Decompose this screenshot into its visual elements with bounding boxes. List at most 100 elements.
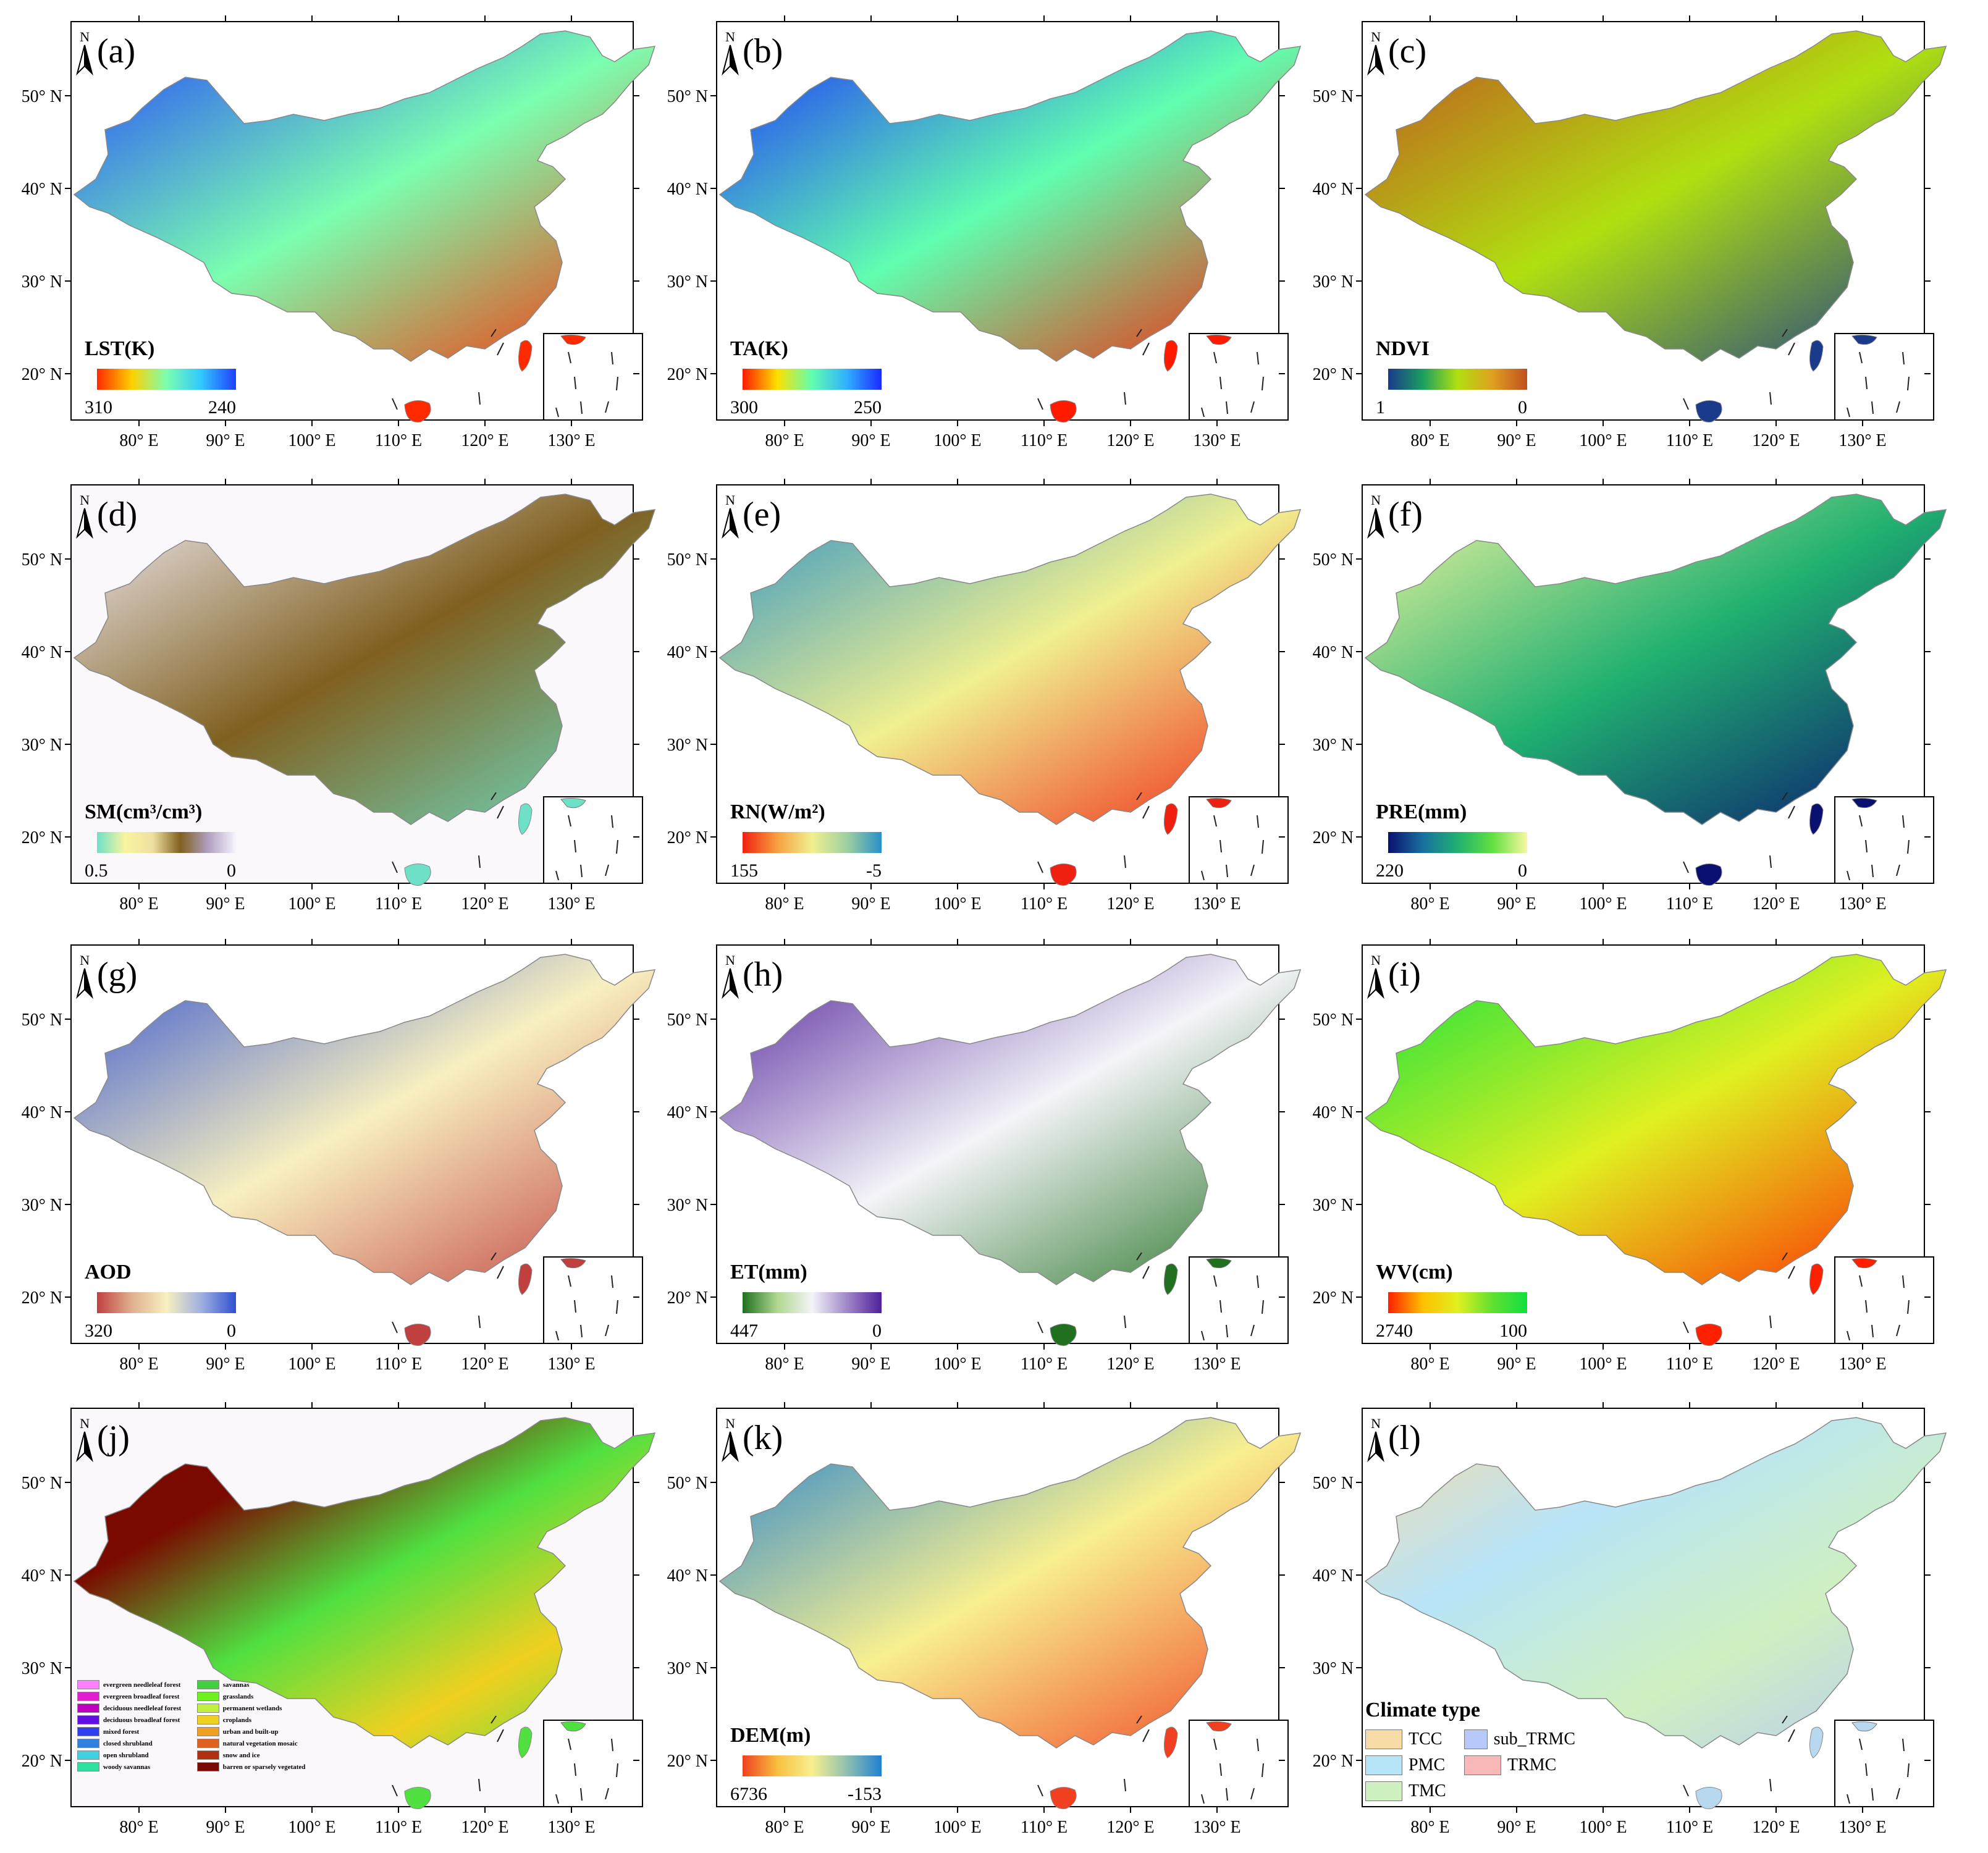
svg-text:N: N xyxy=(725,29,735,44)
legend-swatch xyxy=(196,1739,219,1748)
legend-label: croplands xyxy=(222,1716,251,1724)
hainan-island xyxy=(1695,1787,1722,1809)
colorbar-min-label: 0.5 xyxy=(85,860,108,881)
map-panel-b: 50° N 40° N 30° N 20° N 80° E 90° E 100° E 110°… xyxy=(667,6,1331,466)
longitude-label: 80° E xyxy=(765,894,804,914)
taiwan-island xyxy=(1164,1726,1178,1758)
legend-label: closed shrubland xyxy=(103,1739,153,1747)
island-dash xyxy=(1788,1729,1795,1742)
legend-swatch xyxy=(77,1727,99,1736)
island-dash xyxy=(392,1784,398,1797)
latitude-label: 20° N xyxy=(1313,1752,1354,1771)
map-panel-a: 50° N 40° N 30° N 20° N 80° E 90° E 100° E 110°… xyxy=(22,6,686,466)
longitude-label: 80° E xyxy=(119,894,158,914)
longitude-label: 80° E xyxy=(765,1355,804,1374)
map-panel-k: 50° N 40° N 30° N 20° N 80° E 90° E 100° E 110°… xyxy=(667,1393,1331,1853)
svg-text:N: N xyxy=(1371,29,1381,44)
latitude-label: 40° N xyxy=(667,1566,708,1586)
longitude-label: 120° E xyxy=(1752,894,1800,914)
legend-item: TRMC xyxy=(1464,1755,1575,1775)
taiwan-island xyxy=(1809,340,1824,372)
svg-text:N: N xyxy=(80,1416,90,1431)
map-panel-i: 50° N 40° N 30° N 20° N 80° E 90° E 100° E 110°… xyxy=(1313,930,1977,1390)
longitude-label: 120° E xyxy=(1106,1818,1154,1837)
panel-label: (e) xyxy=(743,495,781,534)
longitude-label: 90° E xyxy=(206,1818,245,1837)
south-china-sea-inset xyxy=(543,333,643,421)
latitude-label: 30° N xyxy=(1313,736,1354,755)
china-map-shape xyxy=(718,954,1302,1285)
legend-label: permanent wetlands xyxy=(222,1704,282,1712)
colorbar: SM(cm³/cm³) 0.5 0 xyxy=(85,800,236,881)
colorbar-max-label: -5 xyxy=(866,860,882,881)
map-panel-l: 50° N 40° N 30° N 20° N 80° E 90° E 100° E 110°… xyxy=(1313,1393,1977,1853)
longitude-label: 120° E xyxy=(1106,894,1154,914)
colorbar: DEM(m) 6736 -153 xyxy=(730,1724,882,1804)
latitude-label: 50° N xyxy=(1313,87,1354,106)
longitude-label: 90° E xyxy=(1497,894,1536,914)
map-panel-j: 50° N 40° N 30° N 20° N 80° E 90° E 100° E 110°… xyxy=(22,1393,686,1853)
longitude-label: 80° E xyxy=(1410,1818,1449,1837)
legend-label: deciduous needleleaf forest xyxy=(103,1704,182,1712)
longitude-label: 120° E xyxy=(1752,1818,1800,1837)
north-arrow-icon: N xyxy=(722,492,739,539)
longitude-label: 130° E xyxy=(1838,1355,1886,1374)
island-dash xyxy=(478,855,481,868)
colorbar-max-label: 240 xyxy=(208,397,236,418)
longitude-label: 130° E xyxy=(1838,894,1886,914)
hainan-island xyxy=(1695,863,1722,886)
colorbar: LST(K) 310 240 xyxy=(85,337,236,418)
longitude-label: 100° E xyxy=(288,431,335,450)
island-dash xyxy=(1136,792,1142,800)
north-arrow-icon: N xyxy=(1367,29,1384,76)
colorbar-title: PRE(mm) xyxy=(1376,800,1467,823)
panel-label: (d) xyxy=(97,495,137,534)
longitude-label: 130° E xyxy=(547,1818,595,1837)
south-china-sea-inset xyxy=(1834,1256,1934,1344)
latitude-label: 50° N xyxy=(667,1011,708,1030)
longitude-label: 120° E xyxy=(1752,1355,1800,1374)
longitude-label: 90° E xyxy=(206,1355,245,1374)
legend-label: grasslands xyxy=(222,1692,254,1700)
legend-item: permanent wetlands xyxy=(196,1704,306,1713)
map-svg-l: 50° N 40° N 30° N 20° N 80° E 90° E 100° E 110°… xyxy=(1313,1402,1947,1837)
hainan-island xyxy=(1050,1787,1077,1809)
island-dash xyxy=(497,1729,504,1742)
climate-legend: TCC sub_TRMC PMC TRMC TMC xyxy=(1365,1729,1575,1801)
latitude-label: 40° N xyxy=(667,1103,708,1122)
map-panel-c: 50° N 40° N 30° N 20° N 80° E 90° E 100° E 110°… xyxy=(1313,6,1977,466)
landcover-legend: evergreen needleleaf forest savannas everg… xyxy=(77,1680,305,1771)
taiwan-island xyxy=(1164,1263,1178,1295)
taiwan-island xyxy=(518,1726,533,1758)
latitude-label: 30° N xyxy=(667,272,708,292)
longitude-label: 100° E xyxy=(1579,894,1627,914)
longitude-label: 120° E xyxy=(461,431,508,450)
latitude-label: 20° N xyxy=(22,1752,62,1771)
map-svg-h: 50° N 40° N 30° N 20° N 80° E 90° E 100° E 110°… xyxy=(667,939,1302,1374)
legend-swatch xyxy=(1365,1755,1402,1775)
island-dash xyxy=(1142,1266,1150,1279)
longitude-label: 130° E xyxy=(1193,1818,1240,1837)
longitude-label: 100° E xyxy=(288,1355,335,1374)
map-svg-a: 50° N 40° N 30° N 20° N 80° E 90° E 100° E 110°… xyxy=(22,15,656,450)
colorbar-max-label: 0 xyxy=(1518,397,1527,418)
latitude-label: 30° N xyxy=(1313,272,1354,292)
svg-text:N: N xyxy=(80,952,90,968)
china-map-shape xyxy=(718,30,1302,362)
island-dash xyxy=(491,1715,497,1724)
latitude-label: 40° N xyxy=(1313,1566,1354,1586)
island-dash xyxy=(1683,1321,1689,1334)
south-china-sea-inset xyxy=(1834,1720,1934,1807)
legend-swatch xyxy=(196,1680,219,1689)
longitude-label: 80° E xyxy=(119,431,158,450)
north-arrow-icon: N xyxy=(722,952,739,999)
longitude-label: 110° E xyxy=(1666,431,1713,450)
latitude-label: 50° N xyxy=(667,1474,708,1493)
taiwan-island xyxy=(1164,340,1178,372)
hainan-island xyxy=(1050,1324,1077,1346)
legend-swatch xyxy=(77,1739,99,1748)
longitude-label: 100° E xyxy=(933,894,981,914)
svg-text:N: N xyxy=(725,1416,735,1431)
panel-label: (h) xyxy=(743,956,783,994)
island-dash xyxy=(1782,792,1788,800)
